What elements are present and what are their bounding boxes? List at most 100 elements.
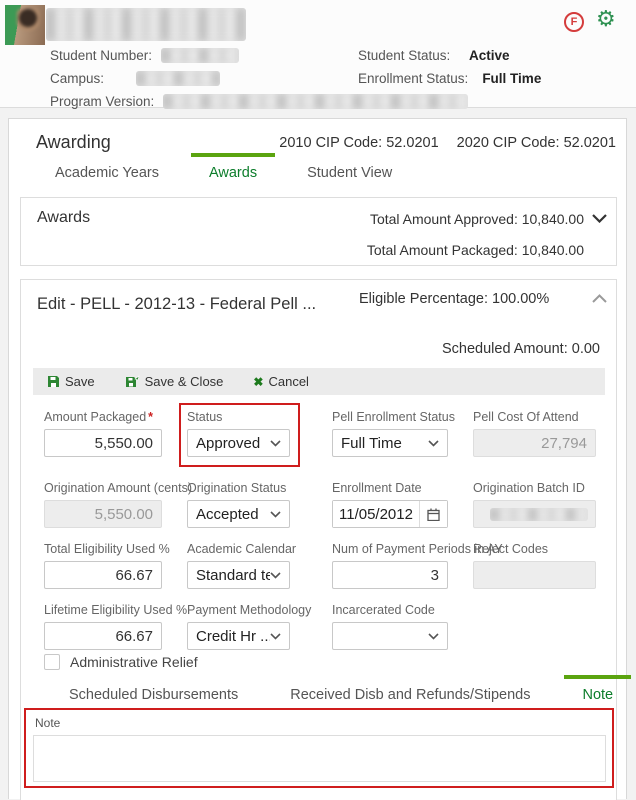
status-highlight-box: Status Approved: [179, 403, 300, 467]
note-label: Note: [35, 716, 61, 730]
field-origination-amount: Origination Amount (cents): [44, 481, 192, 528]
student-header: Student Number: Campus: Program Version:…: [0, 0, 636, 109]
tab-received-disb[interactable]: Received Disb and Refunds/Stipends: [290, 687, 531, 703]
field-academic-calendar: Academic Calendar Standard ter...: [187, 542, 332, 589]
save-button[interactable]: Save: [47, 374, 95, 389]
save-close-label: Save & Close: [144, 374, 224, 389]
administrative-relief-checkbox[interactable]: [44, 654, 60, 670]
campus-label: Campus:: [50, 71, 105, 86]
note-textarea[interactable]: [33, 735, 606, 782]
award-edit-title: Edit - PELL - 2012-13 - Federal Pell ...: [37, 295, 317, 313]
calendar-button[interactable]: [419, 501, 447, 527]
chevron-down-icon: [428, 632, 439, 640]
total-amount-packaged: Total Amount Packaged: 10,840.00: [366, 242, 584, 258]
payment-methodology-select[interactable]: Credit Hr ...: [187, 622, 290, 650]
award-detail-tabs: Scheduled Disbursements Received Disb an…: [51, 675, 636, 709]
student-number-label: Student Number:: [50, 48, 153, 63]
student-status-value: Active: [469, 48, 510, 63]
amount-packaged-input[interactable]: [44, 429, 162, 457]
redacted-program-version: [163, 94, 469, 109]
origination-status-select[interactable]: Accepted: [187, 500, 290, 528]
awards-collapse-button[interactable]: [590, 209, 608, 227]
field-lifetime-eligibility-used: Lifetime Eligibility Used %: [44, 603, 187, 650]
gear-icon[interactable]: ⚙: [596, 6, 616, 31]
cancel-button[interactable]: ✖ Cancel: [253, 374, 309, 389]
lifetime-eligibility-used-input[interactable]: [44, 622, 162, 650]
pell-cost-of-attend-input: [473, 429, 596, 457]
cip-2020: 2020 CIP Code: 52.0201: [456, 135, 616, 151]
student-info-left: Student Number: Campus: Program Version:: [50, 44, 469, 113]
field-origination-batch-id: Origination Batch ID: [473, 481, 604, 528]
tab-awards[interactable]: Awards: [190, 153, 276, 187]
total-amount-approved: Total Amount Approved: 10,840.00: [369, 211, 584, 227]
chevron-down-icon: [270, 510, 281, 518]
chevron-down-icon: [591, 213, 607, 223]
reject-codes-input: [473, 561, 596, 589]
enrollment-status-value: Full Time: [482, 71, 542, 86]
incarcerated-code-select[interactable]: [332, 622, 448, 650]
calendar-icon: [427, 508, 440, 521]
field-origination-status: Origination Status Accepted: [187, 481, 332, 528]
edit-collapse-button[interactable]: [590, 289, 608, 307]
num-payment-periods-input[interactable]: [332, 561, 448, 589]
save-icon: [47, 375, 60, 388]
field-incarcerated-code: Incarcerated Code: [332, 603, 473, 650]
chevron-down-icon: [270, 571, 281, 579]
awards-summary-card: Awards Total Amount Approved: 10,840.00 …: [20, 197, 617, 266]
chevron-down-icon: [270, 439, 281, 447]
total-eligibility-used-input[interactable]: [44, 561, 162, 589]
field-reject-codes: Reject Codes: [473, 542, 604, 589]
edit-toolbar: Save Save & Close ✖ Cancel: [33, 368, 605, 395]
awards-summary-title: Awards: [37, 209, 91, 226]
redacted-campus: [136, 71, 220, 86]
scheduled-amount: Scheduled Amount: 0.00: [441, 341, 600, 357]
tab-student-view[interactable]: Student View: [307, 165, 393, 181]
academic-calendar-select[interactable]: Standard ter...: [187, 561, 290, 589]
status-select[interactable]: Approved: [187, 429, 290, 457]
field-num-payment-periods: Num of Payment Periods in AY: [332, 542, 503, 589]
redacted-batch-id: [490, 508, 588, 521]
flag-indicator-icon[interactable]: F: [564, 12, 584, 32]
save-close-icon: [125, 375, 140, 388]
administrative-relief-label: Administrative Relief: [70, 654, 198, 670]
field-pell-cost-of-attend: Pell Cost Of Attend: [473, 410, 604, 467]
redacted-student-name: [46, 8, 246, 41]
origination-amount-input: [44, 500, 162, 528]
award-edit-card: Edit - PELL - 2012-13 - Federal Pell ...…: [20, 279, 632, 800]
note-highlight-box: Note: [24, 708, 614, 788]
field-total-eligibility-used: Total Eligibility Used %: [44, 542, 187, 589]
enrollment-status-label: Enrollment Status:: [358, 71, 469, 86]
awarding-panel: Awarding 2010 CIP Code: 52.0201 2020 CIP…: [8, 118, 632, 800]
cip-codes: 2010 CIP Code: 52.0201 2020 CIP Code: 52…: [279, 135, 616, 151]
awards-totals: Total Amount Approved: 10,840.00 Total A…: [367, 211, 584, 258]
field-enrollment-date: Enrollment Date: [332, 481, 473, 528]
cancel-x-icon: ✖: [253, 374, 264, 389]
chevron-down-icon: [270, 632, 281, 640]
administrative-relief-field: Administrative Relief: [44, 654, 198, 670]
enrollment-date-picker: [332, 500, 448, 528]
chevron-up-icon: [591, 293, 607, 303]
student-info-right: Student Status: Active Enrollment Status…: [358, 44, 541, 90]
redacted-student-number: [161, 48, 240, 63]
pell-enrollment-status-select[interactable]: Full Time: [332, 429, 448, 457]
tab-scheduled-disbursements[interactable]: Scheduled Disbursements: [69, 687, 239, 703]
field-status: Status Approved: [179, 403, 332, 467]
required-asterisk: *: [148, 410, 154, 424]
field-payment-methodology: Payment Methodology Credit Hr ...: [187, 603, 332, 650]
eligible-percentage: Eligible Percentage: 100.00%: [359, 291, 550, 307]
enrollment-date-input[interactable]: [333, 501, 419, 527]
cip-2010: 2010 CIP Code: 52.0201: [279, 135, 439, 151]
award-edit-form: Amount Packaged* Status Approved Pell En…: [44, 403, 604, 664]
student-status-label: Student Status:: [358, 48, 451, 63]
tab-note[interactable]: Note: [564, 675, 632, 709]
save-label: Save: [65, 374, 95, 389]
awarding-tabs: Academic Years Awards Student View: [37, 153, 424, 187]
cancel-label: Cancel: [268, 374, 309, 389]
field-amount-packaged: Amount Packaged *: [44, 410, 187, 467]
field-pell-enrollment-status: Pell Enrollment Status Full Time: [332, 410, 473, 467]
page-title: Awarding: [36, 132, 111, 152]
tab-academic-years[interactable]: Academic Years: [55, 165, 159, 181]
save-and-close-button[interactable]: Save & Close: [125, 374, 224, 389]
origination-batch-id-input: [473, 500, 596, 528]
student-avatar: [5, 5, 45, 45]
